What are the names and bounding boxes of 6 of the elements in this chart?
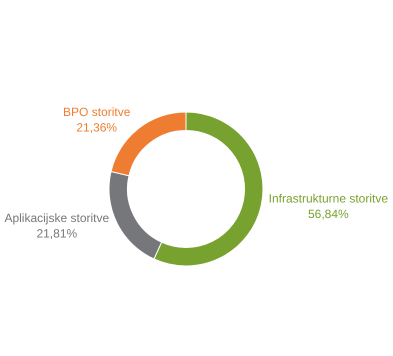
data-label: 21,36% <box>76 120 118 134</box>
slice-label: BPO storitve <box>63 104 131 119</box>
slice-label: Infrastrukturne storitve <box>268 191 388 206</box>
data-label: 56,84% <box>308 206 350 221</box>
data-label: 21,81% <box>36 226 78 241</box>
slice-label: Aplikacijske storitve <box>4 211 110 225</box>
